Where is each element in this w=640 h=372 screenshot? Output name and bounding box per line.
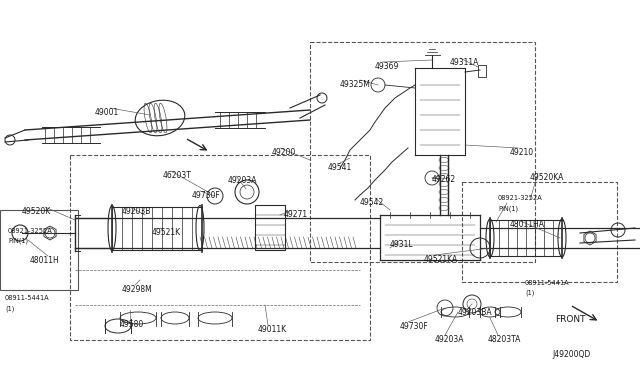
- Text: 4931L: 4931L: [390, 240, 413, 249]
- Text: 49203A: 49203A: [228, 176, 257, 185]
- Text: 49210: 49210: [510, 148, 534, 157]
- Text: 46203T: 46203T: [163, 171, 192, 180]
- Text: 49520K: 49520K: [22, 207, 51, 216]
- Text: 08911-5441A: 08911-5441A: [525, 280, 570, 286]
- Text: (1): (1): [5, 305, 14, 311]
- Text: 49521K: 49521K: [152, 228, 181, 237]
- Text: 49203BA: 49203BA: [458, 308, 493, 317]
- Text: 49311A: 49311A: [450, 58, 479, 67]
- Text: PIN(1): PIN(1): [498, 205, 518, 212]
- Text: 49271: 49271: [284, 210, 308, 219]
- Text: 08921-3252A: 08921-3252A: [498, 195, 543, 201]
- Text: 48203TA: 48203TA: [488, 335, 522, 344]
- Text: PIN(1): PIN(1): [8, 238, 28, 244]
- Text: (1): (1): [525, 290, 534, 296]
- Text: 49298M: 49298M: [122, 285, 153, 294]
- Text: 08911-5441A: 08911-5441A: [5, 295, 50, 301]
- Text: 49001: 49001: [95, 108, 119, 117]
- Text: 48011H: 48011H: [30, 256, 60, 265]
- Bar: [462, 182, 617, 282]
- Text: J49200QD: J49200QD: [552, 350, 590, 359]
- Text: 49011K: 49011K: [258, 325, 287, 334]
- Text: 49203A: 49203A: [435, 335, 465, 344]
- Text: 49262: 49262: [432, 175, 456, 184]
- Text: 49541: 49541: [328, 163, 352, 172]
- Bar: [0, 210, 78, 290]
- Bar: [310, 42, 535, 262]
- Text: 49325M: 49325M: [340, 80, 371, 89]
- Text: 49580: 49580: [120, 320, 144, 329]
- Text: 49203B: 49203B: [122, 207, 152, 216]
- Bar: [70, 155, 370, 340]
- Bar: [255, 205, 285, 250]
- Text: 49730F: 49730F: [400, 322, 429, 331]
- Text: 49730F: 49730F: [192, 191, 221, 200]
- Text: FRONT: FRONT: [555, 315, 586, 324]
- Text: 49542: 49542: [360, 198, 384, 207]
- Text: 49520KA: 49520KA: [530, 173, 564, 182]
- Text: 49521KA: 49521KA: [424, 255, 458, 264]
- Text: 49369: 49369: [375, 62, 399, 71]
- Text: 49200: 49200: [272, 148, 296, 157]
- Bar: [478, 65, 486, 77]
- Text: 08921-3252A: 08921-3252A: [8, 228, 52, 234]
- Text: 48011HA: 48011HA: [510, 220, 545, 229]
